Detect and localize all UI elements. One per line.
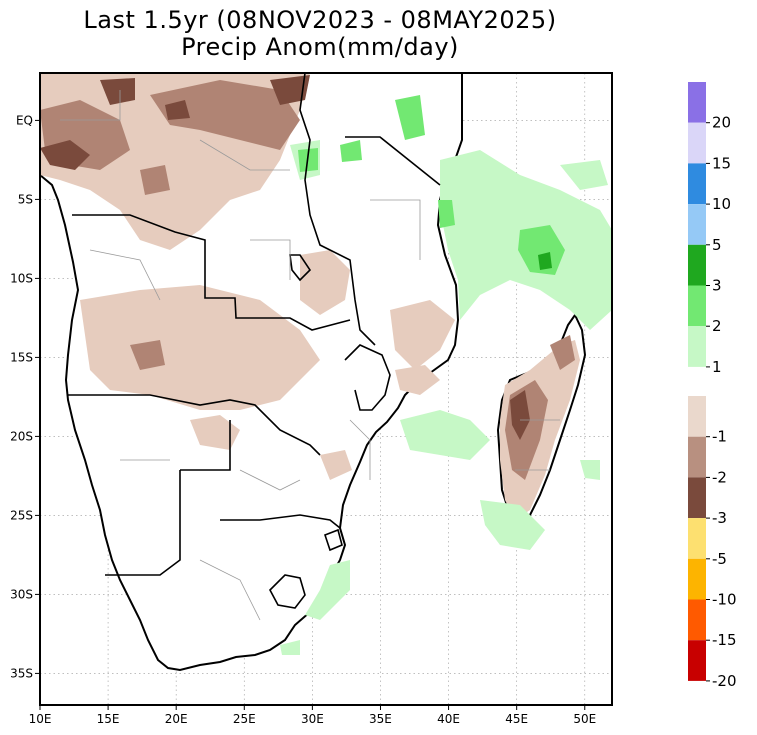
y-tick-label: 20S	[10, 429, 33, 443]
colorbar-label: -3	[712, 509, 727, 527]
colorbar-swatch	[688, 122, 706, 164]
colorbar-label: -1	[712, 428, 727, 446]
colorbar-swatch	[688, 599, 706, 641]
chart-title: Last 1.5yr (08NOV2023 - 08MAY2025)	[83, 6, 557, 34]
colorbar-dry-group: -1 -2 -3 -5 -10 -15 -20	[688, 396, 737, 690]
y-tick-label: 30S	[10, 587, 33, 601]
y-tick-label: EQ	[16, 113, 33, 127]
colorbar-swatch	[688, 436, 706, 478]
colorbar-swatch	[688, 558, 706, 600]
x-tick-label: 45E	[505, 712, 528, 726]
y-tick-label: 5S	[18, 192, 33, 206]
colorbar-swatch	[688, 396, 706, 437]
colorbar-label: 1	[712, 358, 722, 376]
colorbar-swatch	[688, 244, 706, 286]
colorbar-label: -5	[712, 550, 727, 568]
colorbar-label: 3	[712, 277, 722, 295]
colorbar-label: 5	[712, 236, 722, 254]
x-tick-label: 15E	[97, 712, 120, 726]
x-tick-label: 30E	[301, 712, 324, 726]
x-tick-label: 35E	[369, 712, 392, 726]
colorbar-swatch	[688, 285, 706, 327]
colorbar-label: -2	[712, 468, 727, 486]
x-tick-label: 20E	[165, 712, 188, 726]
x-tick-label: 40E	[437, 712, 460, 726]
colorbar-swatch	[688, 204, 706, 245]
y-tick-label: 15S	[10, 350, 33, 364]
colorbar-label: 2	[712, 317, 722, 335]
colorbar-wet-group: 20 15 10 5 3 2 1	[688, 82, 731, 376]
y-tick-label: 10S	[10, 271, 33, 285]
colorbar-swatch	[688, 518, 706, 559]
y-axis: EQ 5S 10S 15S 20S 25S 30S 35S	[10, 113, 40, 680]
colorbar-swatch	[688, 82, 706, 123]
colorbar-label: -10	[712, 591, 737, 609]
colorbar-swatch	[688, 477, 706, 519]
x-tick-label: 25E	[233, 712, 256, 726]
x-axis: 10E 15E 20E 25E 30E 35E 40E 45E 50E	[29, 705, 596, 726]
colorbar-label: 20	[712, 114, 731, 132]
colorbar-swatch	[688, 163, 706, 205]
admin-borders	[60, 90, 560, 621]
colorbar-label: -20	[712, 672, 737, 690]
colorbar-label: -15	[712, 631, 737, 649]
colorbar-swatch	[688, 640, 706, 681]
x-tick-label: 50E	[573, 712, 596, 726]
colorbar-label: 15	[712, 154, 731, 172]
chart-subtitle: Precip Anom(mm/day)	[181, 33, 459, 61]
strong-wet-areas	[538, 252, 552, 270]
country-borders	[67, 73, 441, 609]
x-tick-label: 10E	[29, 712, 52, 726]
strong-dry-areas	[40, 75, 530, 440]
y-tick-label: 35S	[10, 666, 33, 680]
colorbar-label: 10	[712, 195, 731, 213]
colorbar-swatch	[688, 326, 706, 367]
y-tick-label: 25S	[10, 508, 33, 522]
map-frame	[39, 72, 613, 706]
